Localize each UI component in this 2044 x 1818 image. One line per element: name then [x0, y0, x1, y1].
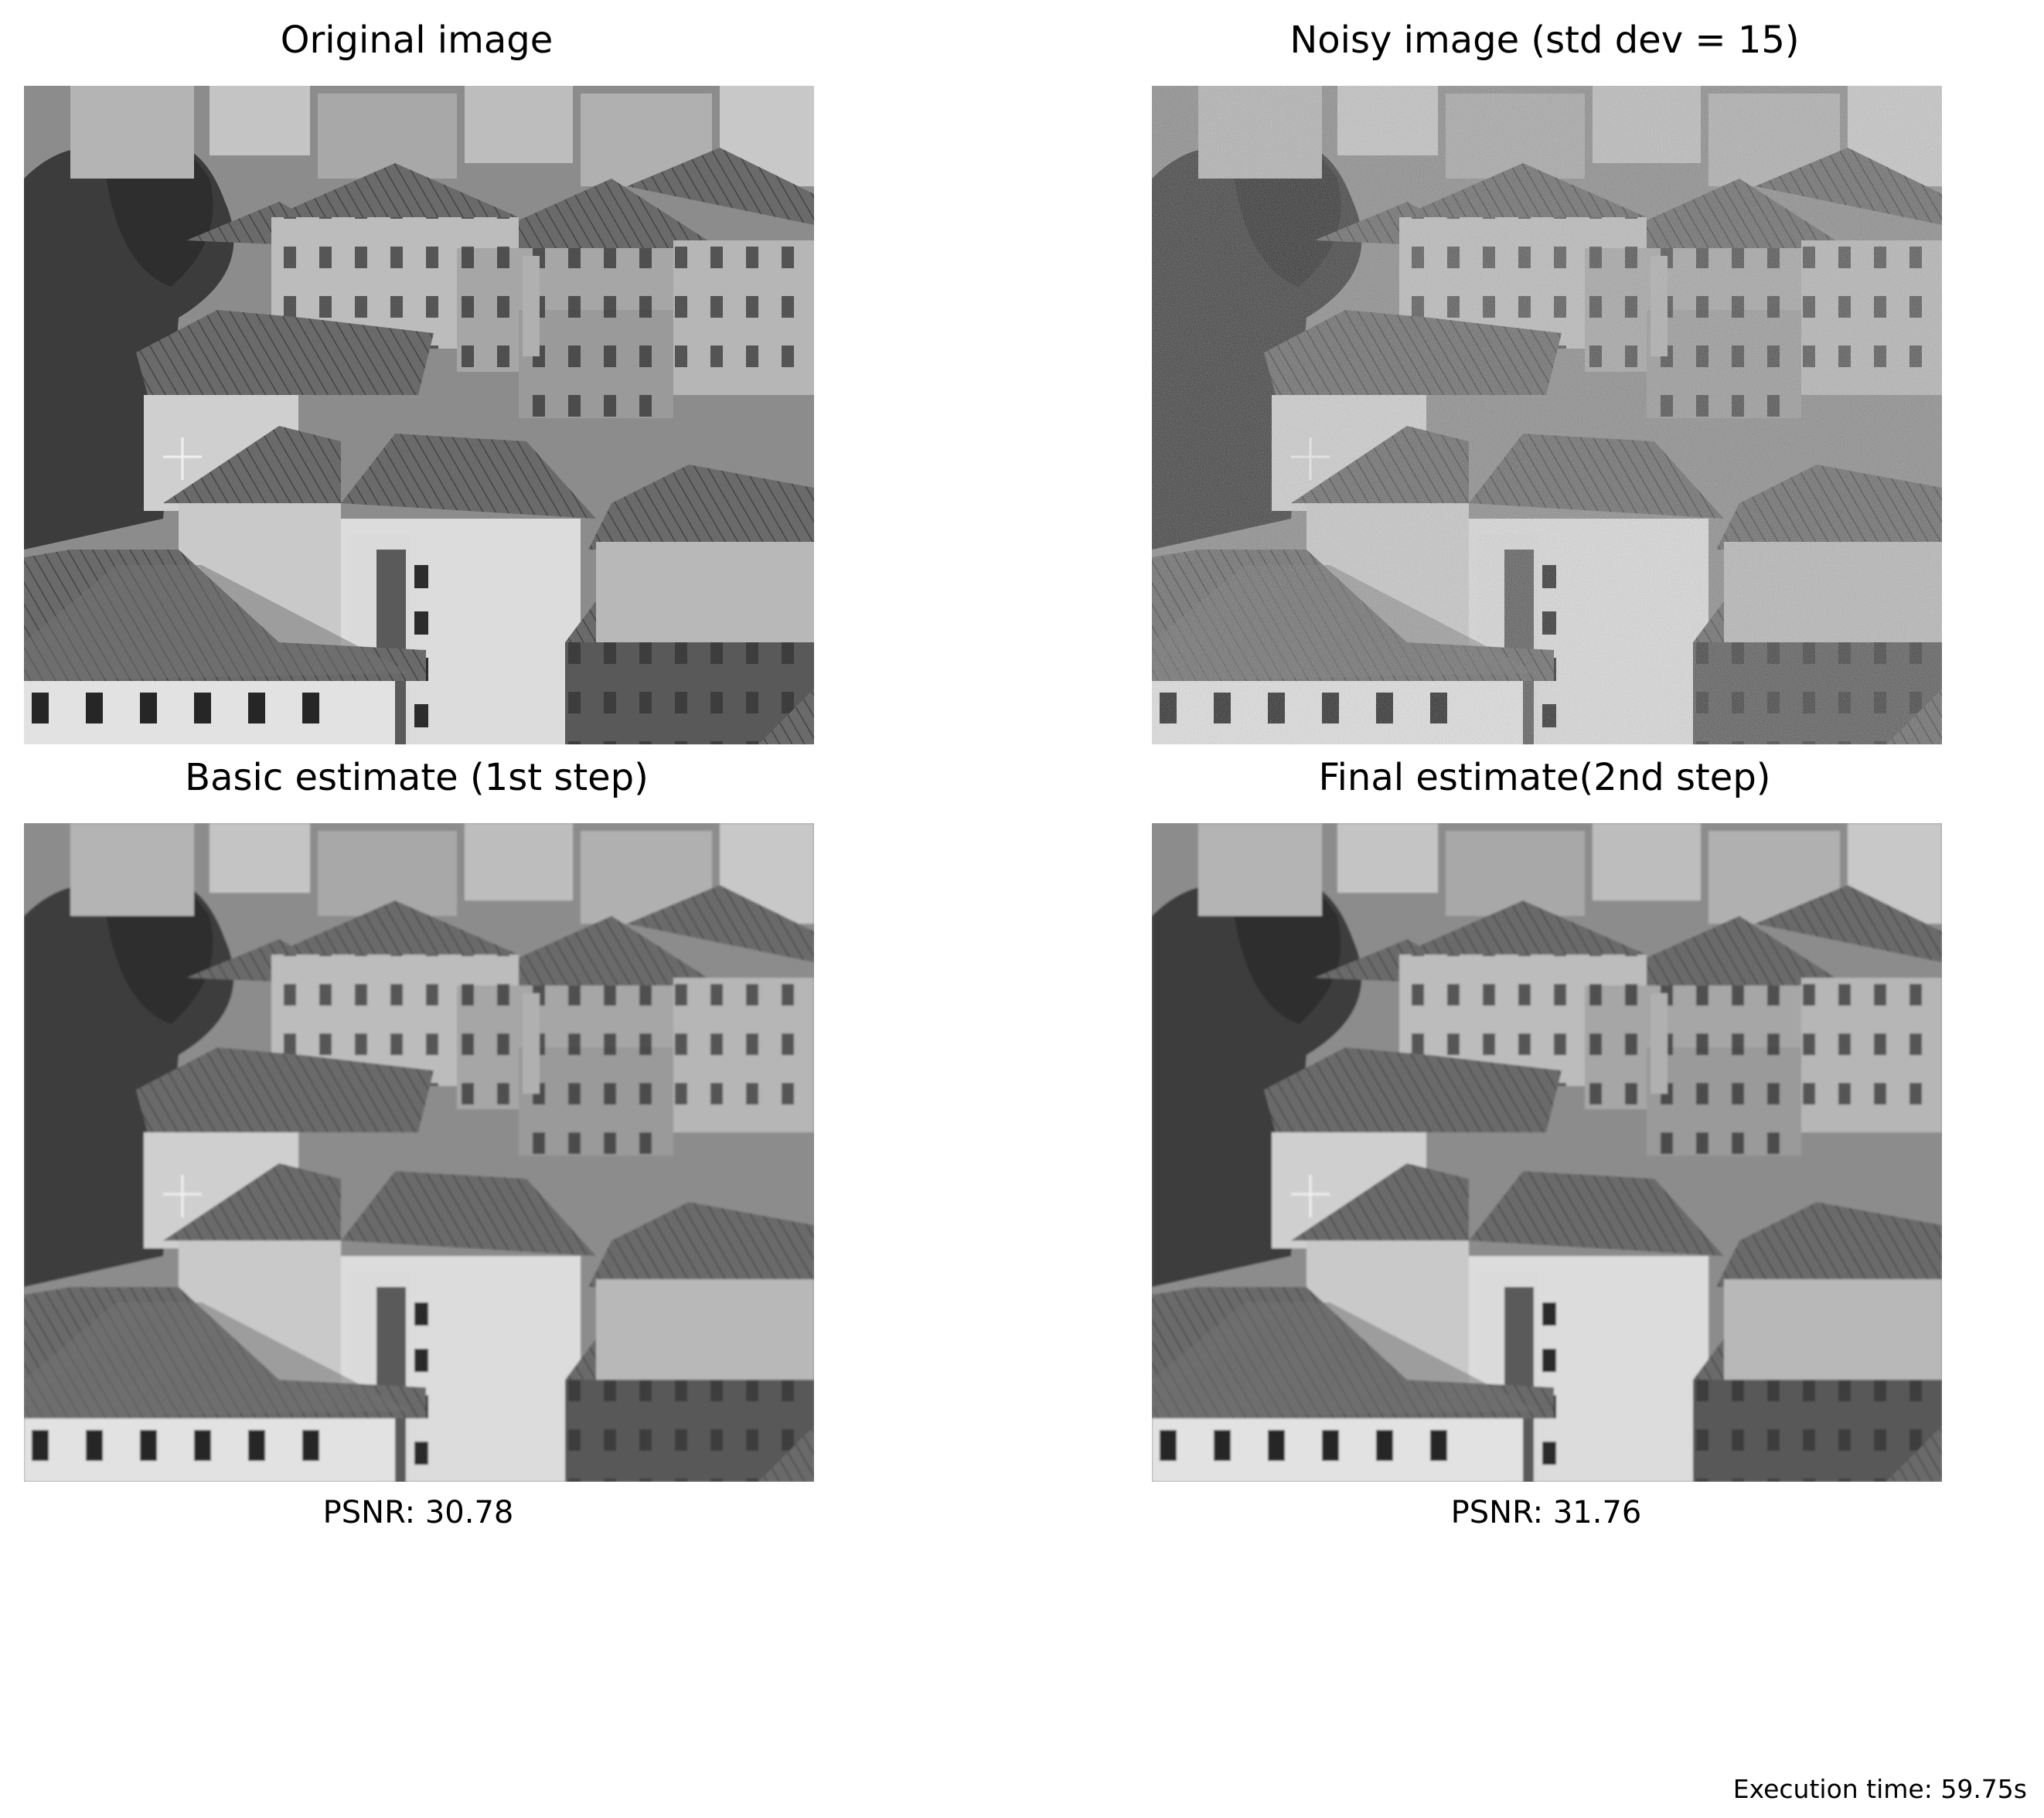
- psnr-basic: PSNR: 30.78: [322, 1495, 514, 1530]
- panel-title-basic: Basic estimate (1st step): [185, 756, 649, 799]
- noisy-image: [1152, 86, 1942, 744]
- execution-time: Execution time: 59.75s: [1732, 1774, 2027, 1804]
- final-estimate-image: [1152, 823, 1942, 1482]
- basic-estimate-image: [24, 823, 814, 1482]
- panel-title-original: Original image: [280, 19, 554, 62]
- original-image: [24, 86, 814, 744]
- panel-title-final: Final estimate(2nd step): [1318, 756, 1771, 799]
- panel-title-noisy: Noisy image (std dev = 15): [1289, 19, 1800, 62]
- psnr-final: PSNR: 31.76: [1450, 1495, 1642, 1530]
